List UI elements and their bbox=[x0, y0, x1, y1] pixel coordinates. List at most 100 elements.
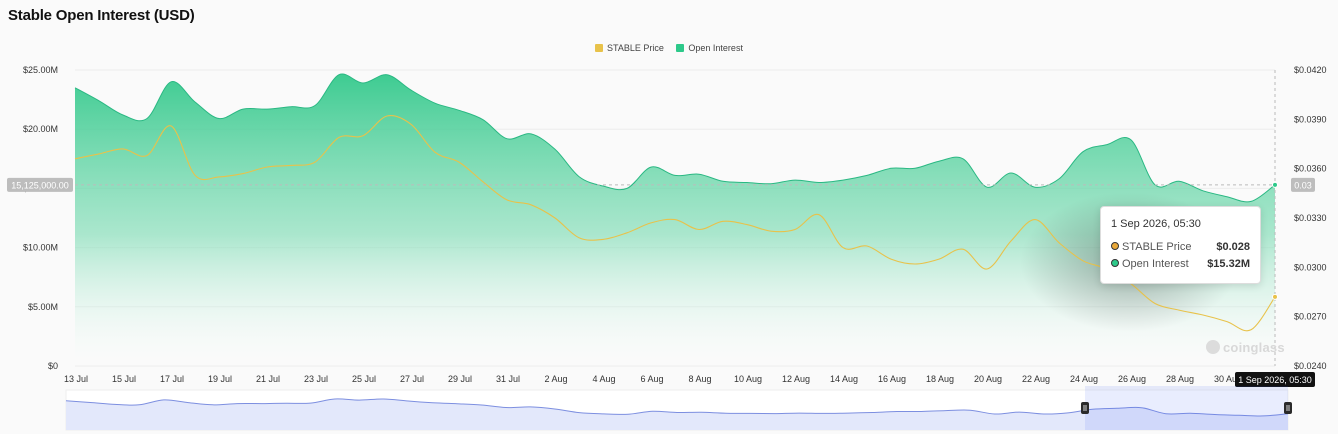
stable-price-point bbox=[626, 232, 628, 234]
open-interest-point bbox=[218, 118, 220, 120]
x-tick-label: 24 Aug bbox=[1070, 374, 1098, 384]
open-interest-point bbox=[338, 74, 340, 76]
open-interest-point bbox=[746, 182, 748, 184]
x-tick-label: 26 Aug bbox=[1118, 374, 1146, 384]
x-tick-label: 10 Aug bbox=[734, 374, 762, 384]
stable-price-point bbox=[122, 148, 124, 150]
open-interest-point bbox=[242, 108, 244, 110]
open-interest-point bbox=[914, 167, 916, 169]
y-left-tick-label: $10.00M bbox=[23, 243, 58, 253]
stable-price-point bbox=[98, 153, 100, 155]
stable-price-point bbox=[698, 229, 700, 231]
stable-price-point bbox=[146, 155, 148, 157]
stable-price-point bbox=[194, 174, 196, 176]
stable-price-point bbox=[530, 204, 532, 206]
stable-price-marker bbox=[1272, 293, 1278, 300]
stable-price-point bbox=[746, 224, 748, 226]
x-tick-label: 6 Aug bbox=[640, 374, 663, 384]
open-interest-point bbox=[170, 81, 172, 83]
y-left-tick-label: $0 bbox=[48, 361, 58, 371]
y-right-tick-label: $0.0300 bbox=[1294, 262, 1327, 272]
x-tick-label: 17 Jul bbox=[160, 374, 184, 384]
y-left-tick-label: $5.00M bbox=[28, 302, 58, 312]
open-interest-point bbox=[266, 108, 268, 110]
tooltip-dot-stable-price bbox=[1111, 242, 1119, 250]
x-tick-label: 12 Aug bbox=[782, 374, 810, 384]
open-interest-point bbox=[74, 87, 76, 89]
open-interest-point bbox=[986, 186, 988, 188]
open-interest-point bbox=[674, 175, 676, 177]
stable-price-point bbox=[602, 239, 604, 241]
x-tick-label: 16 Aug bbox=[878, 374, 906, 384]
open-interest-point bbox=[866, 175, 868, 177]
open-interest-point bbox=[1226, 196, 1228, 198]
x-tick-label: 4 Aug bbox=[592, 374, 615, 384]
stable-price-point bbox=[938, 258, 940, 260]
navigator-handle-left[interactable] bbox=[1081, 402, 1089, 414]
stable-price-point bbox=[482, 181, 484, 183]
stable-price-point bbox=[1154, 303, 1156, 305]
stable-price-point bbox=[290, 165, 292, 167]
open-interest-point bbox=[386, 74, 388, 76]
open-interest-point bbox=[98, 100, 100, 102]
open-interest-point bbox=[650, 166, 652, 168]
open-interest-point bbox=[362, 82, 364, 84]
stable-price-point bbox=[914, 263, 916, 265]
stable-price-point bbox=[650, 222, 652, 224]
x-tick-label: 29 Jul bbox=[448, 374, 472, 384]
open-interest-point bbox=[794, 179, 796, 181]
y-right-tick-label: $0.0360 bbox=[1294, 164, 1327, 174]
x-tick-label: 25 Jul bbox=[352, 374, 376, 384]
x-tick-label: 19 Jul bbox=[208, 374, 232, 384]
open-interest-marker bbox=[1272, 181, 1278, 188]
open-interest-point bbox=[578, 176, 580, 178]
stable-price-point bbox=[314, 161, 316, 163]
open-interest-point bbox=[770, 183, 772, 185]
open-interest-point bbox=[1106, 144, 1108, 146]
stable-price-point bbox=[794, 229, 796, 231]
stable-price-point bbox=[338, 137, 340, 139]
stable-price-point bbox=[674, 219, 676, 221]
x-tick-label: 23 Jul bbox=[304, 374, 328, 384]
open-interest-point bbox=[698, 173, 700, 175]
tooltip-title: 1 Sep 2026, 05:30 bbox=[1111, 218, 1201, 230]
y-right-tick-label: $0.0240 bbox=[1294, 361, 1327, 371]
open-interest-point bbox=[146, 118, 148, 120]
stable-price-point bbox=[578, 237, 580, 239]
stable-price-point bbox=[722, 220, 724, 222]
stable-price-point bbox=[1082, 260, 1084, 262]
stable-price-point bbox=[266, 166, 268, 168]
x-tick-label: 31 Jul bbox=[496, 374, 520, 384]
stable-price-point bbox=[170, 125, 172, 127]
stable-price-point bbox=[386, 115, 388, 117]
open-interest-point bbox=[818, 182, 820, 184]
open-interest-line bbox=[74, 73, 1276, 203]
stable-price-point bbox=[770, 230, 772, 232]
stable-price-point bbox=[218, 176, 220, 178]
stable-price-point bbox=[458, 161, 460, 163]
y-left-tick-label: $20.00M bbox=[23, 124, 58, 134]
stable-price-point bbox=[74, 158, 76, 160]
open-interest-point bbox=[842, 179, 844, 181]
tooltip-label-open-interest: Open Interest bbox=[1122, 258, 1189, 270]
stable-price-point bbox=[554, 217, 556, 219]
x-tick-label: 13 Jul bbox=[64, 374, 88, 384]
stable-price-point bbox=[1250, 329, 1252, 331]
legend-item-stable-price[interactable]: STABLE Price bbox=[595, 43, 664, 53]
open-interest-point bbox=[458, 109, 460, 111]
crosshair-left-label: 15,125,000.00 bbox=[11, 180, 69, 190]
open-interest-point bbox=[194, 101, 196, 103]
tooltip-value-stable-price: $0.028 bbox=[1216, 241, 1250, 253]
x-tick-label: 27 Jul bbox=[400, 374, 424, 384]
open-interest-point bbox=[722, 180, 724, 182]
legend-swatch-stable-price bbox=[595, 44, 604, 52]
stable-price-point bbox=[1034, 219, 1036, 221]
crosshair-x-label-bg bbox=[1235, 372, 1315, 387]
stable-price-point bbox=[434, 151, 436, 153]
navigator-handle-right[interactable] bbox=[1284, 402, 1292, 414]
legend-item-open-interest[interactable]: Open Interest bbox=[676, 43, 743, 53]
crosshair-right-label: 0.03 bbox=[1294, 180, 1312, 190]
stable-price-point bbox=[242, 173, 244, 175]
x-tick-label: 18 Aug bbox=[926, 374, 954, 384]
